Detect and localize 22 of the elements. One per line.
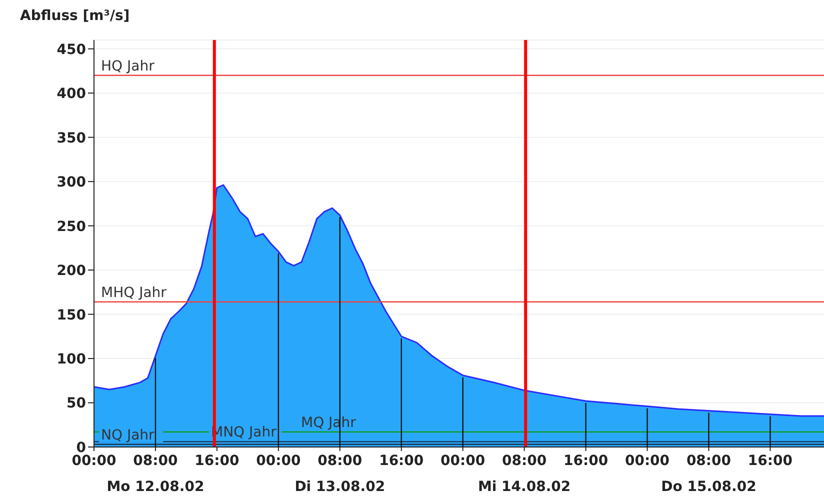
ref-line-label: HQ Jahr [101,58,155,74]
x-tick-label: 00:00 [624,453,670,469]
y-tick-label: 450 [56,42,86,58]
y-tick-label: 150 [56,307,86,324]
y-axis-title: Abfluss [m³/s] [20,8,130,24]
ref-line-label: NQ Jahr [101,427,155,444]
x-tick-label: 00:00 [256,453,301,469]
y-tick-label: 400 [56,86,86,102]
y-tick-label: 250 [56,218,86,235]
y-tick-label: 350 [56,130,86,146]
y-tick-label: 0 [76,440,86,456]
y-tick-label: 300 [56,174,86,191]
x-tick-label: 16:00 [194,453,240,469]
x-tick-label: 16:00 [379,453,424,469]
x-tick-label: 00:00 [440,453,486,469]
x-tick-label: 00:00 [72,453,117,469]
y-tick-label: 50 [66,396,86,412]
y-tick-label: 100 [56,351,86,368]
y-tick-label: 200 [56,263,86,280]
x-tick-label: 16:00 [748,453,793,469]
ref-line-label: MHQ Jahr [101,284,167,301]
x-tick-label: 16:00 [564,453,608,469]
